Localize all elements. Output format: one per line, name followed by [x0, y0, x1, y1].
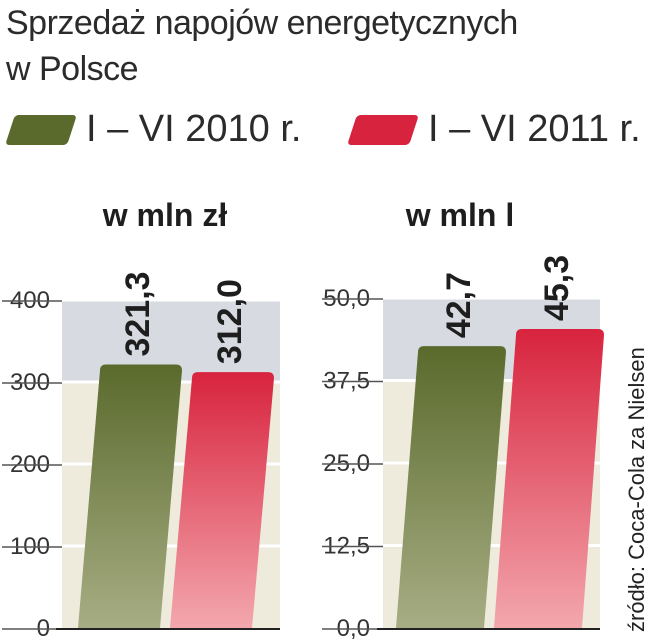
legend-label-2011: I – VI 2011 r.	[428, 108, 641, 150]
bar-value-label: 42,7	[440, 272, 478, 338]
bar-2011	[170, 372, 274, 628]
bar-2010	[396, 346, 506, 628]
legend-item-2011: I – VI 2011 r.	[347, 108, 641, 151]
legend-label-2010: I – VI 2010 r.	[86, 108, 302, 150]
y-tick-label: 0,0	[337, 615, 370, 640]
chart-title-line2: w Polsce	[6, 50, 139, 88]
y-tick-label: 0	[37, 615, 50, 640]
source-note: źródło: Coca-Cola za Nielsen	[624, 347, 649, 632]
bar-value-label: 312,0	[211, 279, 249, 364]
bar-value-label: 321,3	[119, 271, 157, 356]
chart-title-line1: Sprzedaż napojów energetycznych	[6, 4, 518, 42]
bar-value-label: 45,3	[538, 255, 576, 321]
bar-2011	[494, 329, 604, 628]
unit-label: w mln l	[405, 197, 514, 233]
bar-2010	[78, 364, 182, 628]
unit-label: w mln zł	[102, 197, 228, 233]
legend-item-2010: I – VI 2010 r.	[5, 108, 302, 151]
